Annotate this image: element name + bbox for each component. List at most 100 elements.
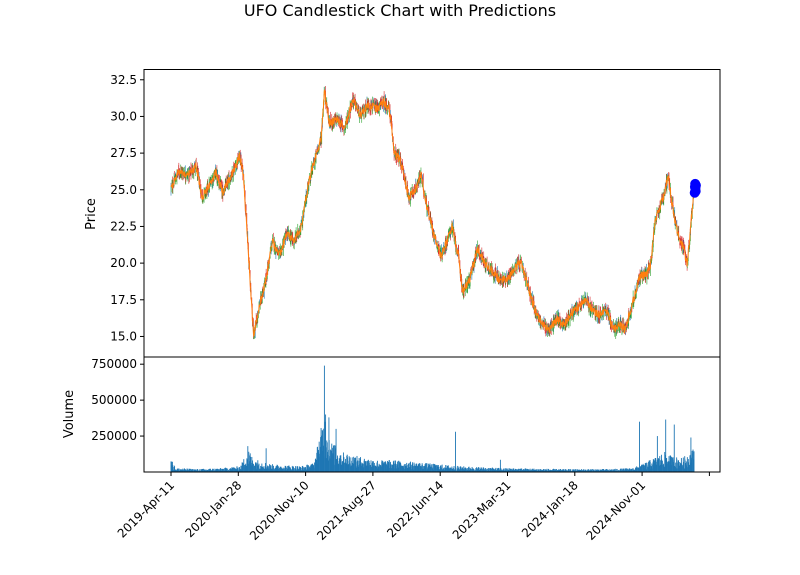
volume-bar <box>469 467 471 472</box>
volume-bar <box>512 469 513 472</box>
volume-bar <box>204 469 205 472</box>
volume-bar <box>328 440 330 472</box>
volume-bar <box>380 466 382 472</box>
volume-bar <box>461 468 463 472</box>
price-y-tick-label: 27.5 <box>110 146 137 160</box>
volume-bar <box>335 428 337 473</box>
volume-bar <box>179 470 181 472</box>
volume-bar <box>270 465 272 472</box>
volume-y-tick-label: 500000 <box>91 393 137 407</box>
volume-bar <box>689 455 691 472</box>
volume-bar <box>598 470 600 472</box>
volume-bar <box>506 468 508 472</box>
volume-bar <box>195 469 197 472</box>
price-y-tick-label: 22.5 <box>110 219 137 233</box>
volume-bar <box>618 469 620 472</box>
volume-bar <box>252 466 254 472</box>
volume-bar <box>275 466 277 472</box>
volume-bar <box>296 466 298 472</box>
volume-bar <box>339 455 341 472</box>
volume-bar <box>488 468 490 472</box>
x-tick-label: 2019-Apr-11 <box>115 478 177 540</box>
volume-bar <box>593 470 595 472</box>
volume-bar <box>502 470 503 472</box>
volume-bar <box>582 469 584 472</box>
volume-bar <box>355 467 357 472</box>
volume-bar <box>205 470 207 472</box>
volume-bar <box>213 468 215 472</box>
volume-bar <box>312 464 314 472</box>
volume-bar <box>286 465 288 472</box>
volume-bar <box>197 469 199 472</box>
volume-bar <box>683 461 684 472</box>
volume-bar <box>663 467 665 472</box>
volume-bar <box>641 464 643 472</box>
volume-bar <box>510 469 512 472</box>
volume-bar <box>493 468 495 472</box>
volume-bar <box>438 466 440 472</box>
volume-bar <box>473 470 475 472</box>
volume-y-tick-label: 750000 <box>91 357 137 371</box>
volume-bar <box>465 467 467 472</box>
chart-title: UFO Candlestick Chart with Predictions <box>244 1 556 20</box>
volume-bar <box>568 470 570 472</box>
volume-bar <box>236 467 238 472</box>
volume-bar <box>508 468 510 472</box>
volume-bar <box>475 468 477 472</box>
volume-bar <box>367 459 369 472</box>
volume-bar <box>420 465 421 472</box>
volume-bar <box>323 365 325 473</box>
volume-bar <box>395 468 397 472</box>
volume-bar <box>280 467 282 472</box>
volume-bar <box>573 470 575 472</box>
volume-bar <box>172 465 174 472</box>
volume-plot: 250000 500000 750000 2019-Apr-11 2020-Jan-2… <box>91 357 710 543</box>
prediction-markers <box>689 178 701 198</box>
volume-bar <box>272 464 274 472</box>
volume-bar <box>416 463 418 472</box>
volume-bar <box>171 461 173 472</box>
volume-bar <box>228 468 230 472</box>
price-axes-frame <box>143 69 721 358</box>
volume-bar <box>333 465 335 472</box>
volume-bar <box>277 465 279 472</box>
prediction-point <box>690 180 701 191</box>
volume-bar <box>598 469 600 472</box>
volume-bar <box>255 469 257 472</box>
volume-bar <box>581 469 582 472</box>
volume-bar <box>490 468 492 472</box>
volume-bar <box>378 467 380 472</box>
volume-bar <box>653 460 655 472</box>
volume-bar <box>268 466 270 472</box>
volume-bar <box>482 470 484 472</box>
volume-bar <box>197 470 199 472</box>
volume-bar <box>237 468 239 472</box>
volume-bar <box>223 469 225 472</box>
volume-bar <box>507 470 508 472</box>
volume-bar <box>545 469 547 472</box>
volume-bar <box>535 470 537 472</box>
volume-bar <box>310 464 312 472</box>
volume-bar <box>555 469 557 472</box>
volume-bar <box>628 468 630 472</box>
volume-bar <box>693 451 695 472</box>
volume-bar <box>671 458 673 472</box>
volume-bar <box>235 469 237 472</box>
volume-bar <box>360 465 362 472</box>
volume-bar <box>590 470 592 472</box>
volume-bar <box>613 469 615 472</box>
volume-bar <box>670 456 672 472</box>
volume-bar <box>524 468 526 472</box>
volume-bar <box>658 465 660 472</box>
volume-bar <box>518 468 520 472</box>
volume-bar <box>650 468 652 472</box>
volume-bar <box>293 470 295 472</box>
volume-bar <box>621 468 623 472</box>
volume-bar <box>558 469 560 472</box>
volume-bar <box>480 467 482 472</box>
volume-bar <box>308 465 309 472</box>
volume-bar <box>602 469 604 472</box>
volume-bar <box>629 468 631 472</box>
volume-bar <box>550 469 552 472</box>
volume-bar <box>362 463 364 472</box>
